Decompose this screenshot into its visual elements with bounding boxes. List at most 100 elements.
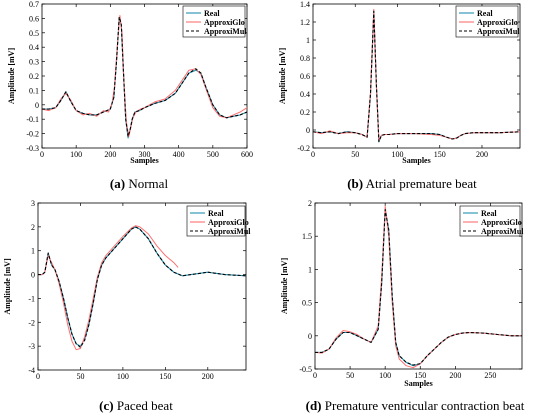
- x-tick-label: 200: [202, 372, 214, 381]
- y-tick-label: 1.5: [302, 232, 312, 241]
- y-tick-label: 1: [31, 247, 35, 256]
- y-tick-label: 0.2: [29, 72, 39, 81]
- x-axis-label: Samples: [402, 156, 430, 165]
- series-line-approximul: [38, 226, 247, 348]
- caption-letter: (a): [110, 176, 125, 191]
- y-tick-label: 0.5: [302, 299, 312, 308]
- y-tick-label: 1: [306, 36, 310, 45]
- caption-text: Atrial premature beat: [363, 176, 477, 191]
- x-tick-label: 600: [241, 150, 253, 159]
- x-tick-label: 100: [391, 150, 403, 159]
- y-tick-label: 0.3: [29, 58, 39, 67]
- y-tick-label: 0: [31, 271, 35, 280]
- legend-label-real: Real: [204, 9, 220, 18]
- y-axis-label: Amplitude [mV]: [3, 258, 12, 315]
- y-tick-label: 1: [308, 265, 312, 274]
- y-tick-label: 0.4: [300, 90, 310, 99]
- legend-frame: [455, 5, 519, 38]
- y-tick-label: 0.4: [29, 43, 39, 52]
- plot-frame: [314, 202, 523, 370]
- panel-caption: (c) Paced beat: [99, 398, 173, 413]
- caption-letter: (b): [347, 176, 363, 191]
- x-tick-label: 250: [484, 371, 496, 380]
- y-axis-label: Amplitude [mV]: [280, 258, 289, 315]
- y-tick-label: 0.1: [29, 86, 39, 95]
- legend-label-approxiglo: ApproxiGlo: [481, 218, 522, 227]
- caption-letter: (c): [99, 398, 113, 413]
- legend-label-approxiglo: ApproxiGlo: [208, 218, 249, 227]
- x-tick-label: 50: [76, 372, 84, 381]
- panel-caption: (a) Normal: [110, 176, 169, 191]
- x-tick-label: 50: [351, 150, 359, 159]
- chart-panel-3: 0 50 100 150 200 -4 -3 -2 -1 0 1 2 3 Amplitude [mV] Re…: [3, 199, 251, 413]
- legend-label-approximul: ApproxiMul: [481, 227, 524, 236]
- y-tick-label: 0.2: [300, 108, 310, 117]
- y-tick-label: -3: [28, 342, 35, 351]
- y-tick-label: 0.7: [29, 0, 39, 9]
- legend-label-real: Real: [477, 9, 493, 18]
- y-tick-label: 0.8: [300, 54, 310, 63]
- legend-label-approxiglo: ApproxiGlo: [477, 18, 518, 27]
- x-tick-label: 300: [139, 150, 151, 159]
- y-tick-label: -2: [28, 318, 35, 327]
- y-tick-label: 2: [31, 223, 35, 232]
- series-line-approximul: [315, 209, 522, 366]
- y-axis-label: Amplitude [mV]: [7, 48, 16, 105]
- plot-frame: [37, 202, 247, 371]
- series-line-approximul: [42, 16, 248, 138]
- x-tick-label: 200: [476, 150, 488, 159]
- y-tick-label: -0.2: [297, 144, 310, 153]
- panel-caption: (d) Premature ventricular contraction be…: [306, 398, 525, 413]
- x-axis-label: Samples: [404, 379, 432, 388]
- series-line-approximul: [312, 10, 521, 143]
- y-tick-label: 0: [306, 126, 310, 135]
- y-tick-label: 2: [308, 199, 312, 208]
- y-tick-label: 0.6: [300, 72, 310, 81]
- y-tick-label: -0.1: [26, 115, 39, 124]
- panel-caption: (b) Atrial premature beat: [347, 176, 477, 191]
- x-tick-label: 150: [434, 150, 446, 159]
- caption-text: Normal: [125, 176, 168, 191]
- x-tick-label: 200: [104, 150, 116, 159]
- x-tick-label: 150: [159, 372, 171, 381]
- x-tick-label: 100: [70, 150, 82, 159]
- y-tick-label: 3: [31, 199, 35, 208]
- legend-label-approximul: ApproxiMul: [208, 227, 251, 236]
- series-line-approxiglo: [38, 225, 179, 351]
- caption-text: Premature ventricular contraction beat: [322, 398, 525, 413]
- y-tick-label: 1.4: [300, 0, 310, 9]
- legend-label-real: Real: [208, 209, 224, 218]
- x-axis-label: Samples: [130, 156, 158, 165]
- x-tick-label: 100: [117, 372, 129, 381]
- y-tick-label: -0.5: [299, 365, 312, 374]
- y-tick-label: -1: [28, 294, 35, 303]
- x-tick-label: 200: [449, 371, 461, 380]
- series-line-real: [38, 226, 247, 347]
- x-tick-label: 0: [40, 150, 44, 159]
- y-tick-label: 0.5: [29, 29, 39, 38]
- y-tick-label: 0: [35, 101, 39, 110]
- y-tick-label: 0: [308, 332, 312, 341]
- y-tick-label: -0.3: [26, 144, 39, 153]
- x-tick-label: 100: [379, 371, 391, 380]
- legend-label-approxiglo: ApproxiGlo: [204, 18, 245, 27]
- chart-panel-4: 0 50 100 150 200 250-0.500.511.52SamplesAmpli…: [280, 199, 525, 413]
- x-tick-label: 50: [346, 371, 354, 380]
- x-tick-label: 150: [414, 371, 426, 380]
- legend-label-real: Real: [481, 209, 497, 218]
- chart-panel-1: 0 100 200 300 400 500 600 -0.3 -0.2 -0.1 0 0.1 0.2 0.…: [7, 0, 253, 191]
- y-axis-label: Amplitude [mV]: [278, 48, 287, 105]
- x-tick-label: 400: [173, 150, 185, 159]
- x-tick-label: 500: [207, 150, 219, 159]
- y-tick-label: -0.2: [26, 130, 39, 139]
- chart-panel-2: 0 50 100 150 200-0.200.20.40.60.811.21.4Samp…: [278, 0, 521, 191]
- x-tick-label: 0: [313, 371, 317, 380]
- legend-label-approximul: ApproxiMul: [204, 27, 247, 36]
- legend-label-approximul: ApproxiMul: [477, 27, 520, 36]
- y-tick-label: -4: [28, 366, 35, 375]
